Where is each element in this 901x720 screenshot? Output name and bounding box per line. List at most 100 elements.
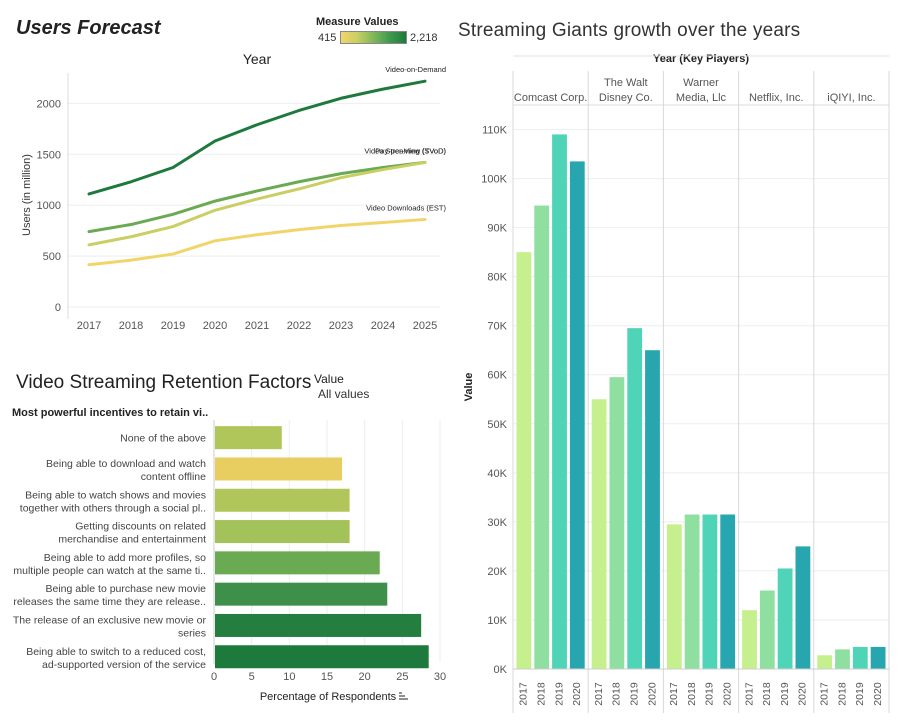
- x-tick-label: 2020: [203, 320, 227, 332]
- x-tick-label: 20: [359, 671, 371, 683]
- x-tick-label: 2017: [77, 320, 101, 332]
- bar: [215, 520, 350, 544]
- bar: [777, 568, 793, 669]
- x-tick-label: 2019: [854, 682, 866, 706]
- x-tick-label: 2024: [371, 320, 395, 332]
- bar: [215, 551, 380, 575]
- series-end-label: Video Streaming (SVoD): [364, 146, 446, 155]
- bar: [609, 377, 625, 669]
- line-chart-title: Year: [243, 51, 272, 67]
- y-tick-label: 70K: [487, 321, 507, 333]
- measure-values-max: 2,218: [410, 32, 438, 44]
- category-label: content offline: [141, 471, 206, 483]
- bar: [215, 582, 388, 606]
- x-tick-label: 2017: [818, 682, 830, 706]
- measure-values-min: 415: [318, 32, 337, 44]
- group-header-label: Media, Llc: [676, 92, 727, 104]
- bar: [702, 514, 718, 669]
- category-label: merchandise and entertainment: [58, 534, 206, 546]
- y-tick-label: 500: [43, 251, 61, 263]
- category-label: series: [178, 627, 206, 639]
- value-legend-value[interactable]: All values: [318, 387, 370, 401]
- retention-bar-chart: Most powerful incentives to retain vi.. 0…: [12, 407, 446, 703]
- category-label: Being able to switch to a reduced cost,: [26, 646, 206, 658]
- y-axis-label: Value: [463, 373, 475, 402]
- y-tick-label: 50K: [487, 419, 507, 431]
- x-tick-label: 2025: [413, 320, 437, 332]
- y-tick-label: 100K: [481, 174, 507, 186]
- bar: [215, 613, 422, 637]
- category-label: The release of an exclusive new movie or: [13, 614, 207, 626]
- x-tick-label: 2018: [535, 682, 547, 706]
- group-header-label: Warner: [683, 77, 719, 89]
- x-tick-label: 2017: [743, 682, 755, 706]
- y-tick-label: 30K: [487, 517, 507, 529]
- bar: [627, 328, 643, 669]
- group-header-label: Comcast Corp.: [514, 92, 587, 104]
- bar: [870, 646, 886, 669]
- y-tick-label: 110K: [482, 125, 508, 137]
- series-end-label: Video Downloads (EST): [366, 203, 446, 212]
- series-line: [87, 160, 427, 247]
- streaming-giants-bar-chart: Year (Key Players) Value 0K 10K 20K 30K 40K 50K…: [463, 53, 890, 713]
- bar: [215, 488, 350, 512]
- y-tick-label: 1000: [37, 200, 61, 212]
- measure-values-color-ramp[interactable]: [340, 31, 407, 44]
- x-tick-label: 2018: [836, 682, 848, 706]
- y-tick-label: 1500: [37, 149, 61, 161]
- x-tick-label: 30: [434, 671, 446, 683]
- x-tick-label: 2020: [646, 682, 658, 706]
- bar: [215, 645, 429, 669]
- group-header-label: The Walt: [604, 77, 648, 89]
- y-tick-label: 10K: [487, 615, 507, 627]
- x-tick-label: 10: [283, 671, 295, 683]
- group-header-label: Netflix, Inc.: [749, 92, 803, 104]
- bar: [516, 252, 532, 669]
- y-tick-label: 2000: [37, 98, 61, 110]
- x-tick-label: 15: [321, 671, 333, 683]
- y-tick-label: 0K: [494, 664, 508, 676]
- y-tick-label: 40K: [487, 468, 507, 480]
- x-axis-label: Percentage of Respondents: [260, 691, 397, 703]
- bar: [552, 134, 567, 669]
- group-header-label: Disney Co.: [599, 92, 653, 104]
- x-tick-label: 2019: [704, 682, 716, 706]
- category-label: Getting discounts on related: [75, 521, 206, 533]
- x-tick-label: 2017: [518, 682, 530, 706]
- x-tick-label: 2019: [628, 682, 640, 706]
- bar: [835, 649, 850, 669]
- x-tick-label: 2018: [119, 320, 143, 332]
- y-tick-label: 60K: [487, 370, 507, 382]
- bar: [720, 514, 736, 669]
- measure-values-legend-title: Measure Values: [316, 16, 399, 28]
- bar: [666, 524, 682, 669]
- bar: [215, 426, 282, 450]
- forecast-title: Users Forecast: [16, 17, 161, 39]
- bar-column-header: Most powerful incentives to retain vi..: [12, 407, 208, 419]
- series-line: [87, 160, 427, 234]
- bar: [742, 610, 757, 669]
- giants-title: Streaming Giants growth over the years: [458, 20, 801, 41]
- category-label: ad-supported version of the service: [42, 659, 206, 671]
- series-line: [87, 217, 427, 267]
- x-tick-label: 0: [211, 671, 217, 683]
- bar: [759, 590, 775, 669]
- category-label: releases the same time they are release.…: [13, 596, 206, 608]
- x-tick-label: 2020: [721, 682, 733, 706]
- bar: [569, 161, 585, 669]
- category-label: Being able to add more profiles, so: [44, 552, 206, 564]
- category-label: together with others through a social pl…: [20, 502, 206, 514]
- y-axis-label: Users (in million): [21, 154, 33, 236]
- group-header-label: iQIYI, Inc.: [827, 92, 875, 104]
- x-tick-label: 2018: [761, 682, 773, 706]
- bar: [215, 457, 343, 481]
- series-end-label: Pay-per-View (TVoD): [375, 146, 446, 155]
- bar: [591, 399, 607, 669]
- category-label: Being able to purchase new movie: [45, 583, 206, 595]
- x-tick-label: 2020: [571, 682, 583, 706]
- category-label: None of the above: [120, 433, 206, 445]
- bar: [817, 655, 833, 669]
- x-tick-label: 2017: [668, 682, 680, 706]
- users-forecast-line-chart: Year 0 500 1000 1500 2000 Users (in million) 20…: [21, 51, 446, 332]
- series-line: [87, 79, 427, 196]
